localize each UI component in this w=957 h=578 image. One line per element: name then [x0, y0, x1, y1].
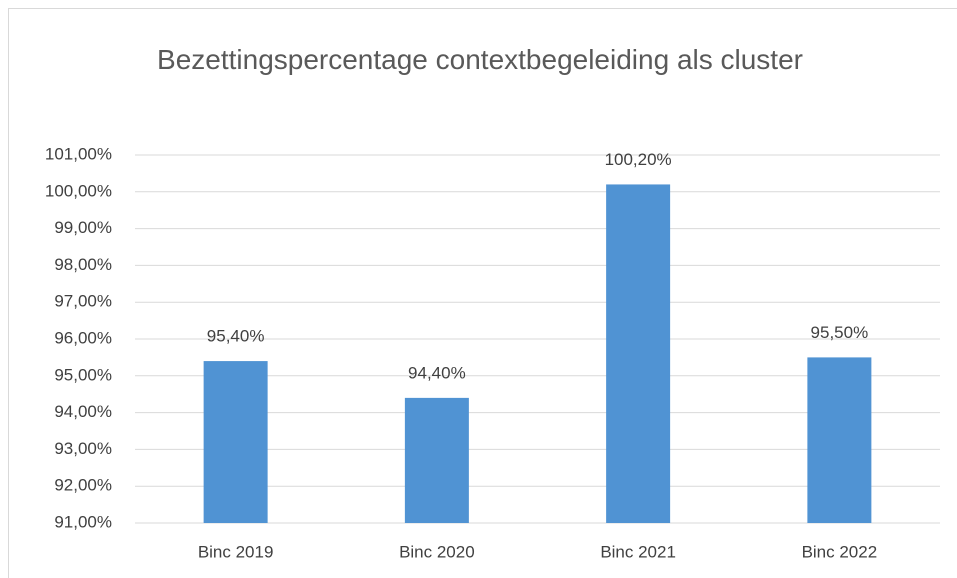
- bar: [203, 361, 268, 523]
- y-tick-label: 97,00%: [54, 292, 112, 311]
- bar: [807, 357, 872, 523]
- y-tick-label: 95,00%: [54, 365, 112, 384]
- x-tick-label: Binc 2020: [399, 542, 475, 561]
- y-tick-label: 99,00%: [54, 218, 112, 237]
- y-tick-label: 92,00%: [54, 476, 112, 495]
- y-tick-label: 91,00%: [54, 512, 112, 531]
- y-tick-label: 94,00%: [54, 402, 112, 421]
- data-label: 94,40%: [408, 363, 466, 382]
- x-tick-label: Binc 2022: [802, 542, 878, 561]
- x-tick-label: Binc 2019: [198, 542, 274, 561]
- y-tick-label: 101,00%: [45, 144, 112, 163]
- data-label: 95,40%: [207, 327, 265, 346]
- y-tick-label: 100,00%: [45, 181, 112, 200]
- bar: [606, 184, 671, 523]
- y-tick-label: 96,00%: [54, 328, 112, 347]
- y-tick-label: 93,00%: [54, 439, 112, 458]
- y-tick-label: 98,00%: [54, 255, 112, 274]
- bar: [404, 397, 469, 523]
- x-tick-label: Binc 2021: [600, 542, 676, 561]
- chart-title: Bezettingspercentage contextbegeleiding …: [157, 44, 803, 75]
- chart-frame: [8, 8, 957, 578]
- data-label: 95,50%: [811, 323, 869, 342]
- data-label: 100,20%: [605, 150, 672, 169]
